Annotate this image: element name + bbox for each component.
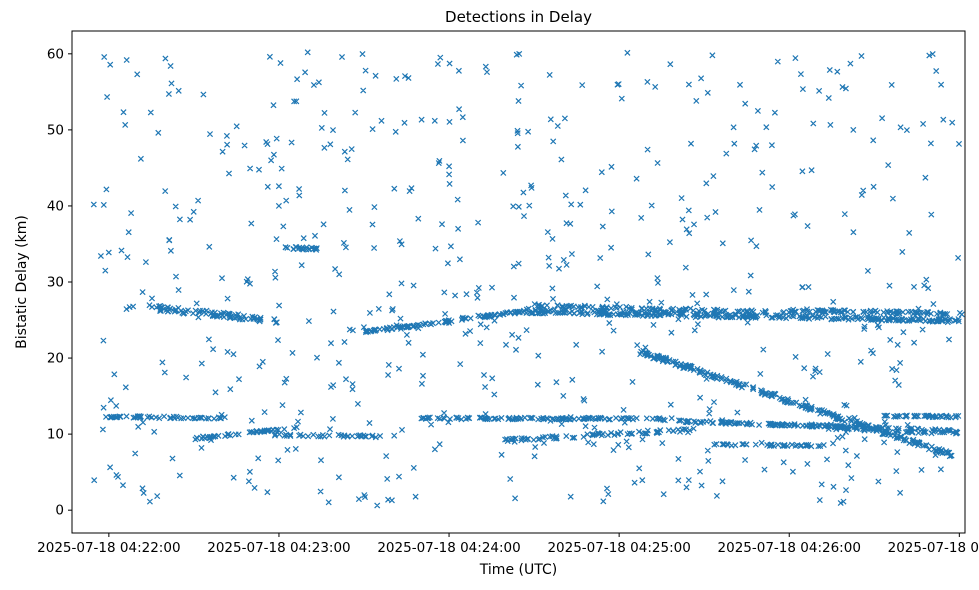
y-tick-label: 30 xyxy=(47,275,64,291)
x-tick-label: 2025-07-18 04:24:00 xyxy=(377,540,520,556)
x-tick-label: 2025-07-18 04:26:00 xyxy=(718,540,861,556)
chart-title: Detections in Delay xyxy=(445,8,592,26)
x-tick-label: 2025-07-18 04:23:00 xyxy=(207,540,350,556)
x-tick-label: 2025-07-18 04:22:00 xyxy=(37,540,180,556)
y-tick-label: 50 xyxy=(47,122,64,138)
x-tick-label: 2025-07-18 04:25:00 xyxy=(547,540,690,556)
x-tick-label: 2025-07-18 04:27:00 xyxy=(888,540,979,556)
y-tick-label: 20 xyxy=(47,351,64,367)
y-tick-label: 60 xyxy=(47,46,64,62)
y-tick-label: 10 xyxy=(47,427,64,443)
y-axis-label: Bistatic Delay (km) xyxy=(14,215,30,349)
detection-markers xyxy=(90,49,965,509)
axes-box xyxy=(71,30,966,534)
x-axis-label: Time (UTC) xyxy=(479,562,558,578)
y-tick-label: 0 xyxy=(55,503,64,519)
y-tick-label: 40 xyxy=(47,198,64,214)
